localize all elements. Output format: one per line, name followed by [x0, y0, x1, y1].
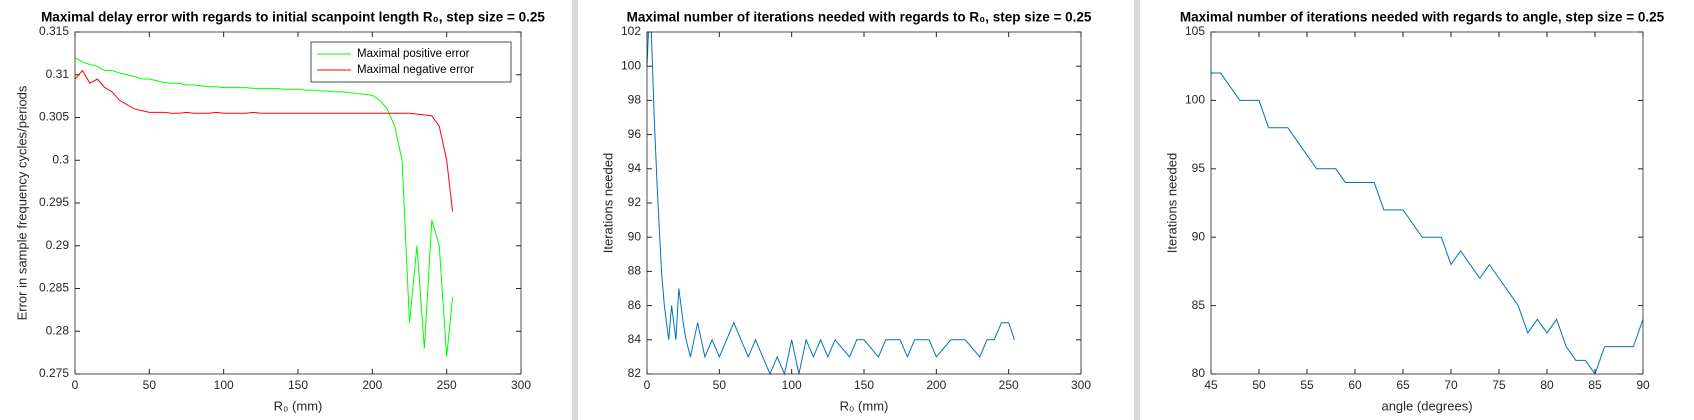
x-tick-label: 300 [511, 378, 531, 392]
x-tick-label: 200 [362, 378, 382, 392]
y-tick-label: 85 [1192, 298, 1206, 312]
axes-box [1210, 31, 1644, 375]
x-axis-label: angle (degrees) [1381, 398, 1472, 413]
x-tick-label: 65 [1396, 378, 1410, 392]
y-tick-label: 98 [628, 93, 642, 107]
x-tick-label: 60 [1348, 378, 1362, 392]
y-tick-label: 92 [628, 195, 642, 209]
x-tick-label: 250 [999, 378, 1019, 392]
data-line [74, 69, 454, 212]
x-tick-label: 100 [782, 378, 802, 392]
y-tick-label: 102 [621, 24, 641, 38]
y-axis-label: Iterations needed [600, 153, 615, 253]
data-line [74, 57, 454, 357]
x-tick-label: 150 [288, 378, 308, 392]
y-tick-label: 100 [621, 58, 641, 72]
x-tick-label: 55 [1300, 378, 1314, 392]
y-tick-label: 88 [628, 264, 642, 278]
y-tick-label: 86 [628, 298, 642, 312]
x-tick-label: 80 [1540, 378, 1554, 392]
x-tick-label: 150 [854, 378, 874, 392]
x-tick-label: 50 [713, 378, 727, 392]
y-tick-label: 82 [628, 366, 642, 380]
x-tick-label: 0 [644, 378, 651, 392]
y-tick-label: 105 [1185, 24, 1205, 38]
y-tick-label: 0.305 [39, 110, 69, 124]
y-tick-label: 90 [1192, 229, 1206, 243]
chart-title: Maximal number of iterations needed with… [1180, 10, 1665, 25]
plot-area [1211, 32, 1643, 374]
y-tick-label: 0.28 [46, 323, 70, 337]
x-tick-label: 50 [143, 378, 157, 392]
y-tick-label: 0.3 [52, 152, 69, 166]
data-line [646, 31, 1015, 376]
panel-divider [572, 0, 578, 420]
x-tick-label: 100 [214, 378, 234, 392]
x-tick-label: 90 [1636, 378, 1650, 392]
axes-box [74, 31, 522, 375]
legend-box [310, 41, 512, 83]
y-tick-label: 0.285 [39, 281, 69, 295]
chart-title: Maximal number of iterations needed with… [627, 10, 1092, 25]
y-tick-label: 100 [1185, 93, 1205, 107]
y-axis-label: Error in sample frequency cycles/periods [14, 85, 29, 320]
x-tick-label: 50 [1252, 378, 1266, 392]
x-tick-label: 45 [1204, 378, 1218, 392]
y-tick-label: 80 [1192, 366, 1206, 380]
x-axis-label: R₀ (mm) [274, 398, 323, 413]
axes-box [646, 31, 1082, 375]
legend-label: Maximal positive error [357, 48, 470, 60]
x-tick-label: 85 [1588, 378, 1602, 392]
x-tick-label: 0 [72, 378, 79, 392]
y-tick-label: 0.295 [39, 195, 69, 209]
x-tick-label: 250 [437, 378, 457, 392]
data-line [1211, 72, 1644, 376]
panel-divider [1134, 0, 1140, 420]
y-tick-label: 0.29 [46, 238, 70, 252]
chart-title: Maximal delay error with regards to init… [41, 10, 545, 25]
y-tick-label: 95 [1192, 161, 1206, 175]
y-tick-label: 90 [628, 229, 642, 243]
x-tick-label: 75 [1492, 378, 1506, 392]
y-tick-label: 0.31 [46, 67, 70, 81]
y-axis-label: Iterations needed [1164, 153, 1179, 253]
x-tick-label: 200 [926, 378, 946, 392]
y-tick-label: 0.275 [39, 366, 69, 380]
y-tick-label: 0.315 [39, 24, 69, 38]
plot-area [75, 32, 521, 374]
legend-label: Maximal negative error [357, 64, 474, 76]
y-tick-label: 84 [628, 332, 642, 346]
y-tick-label: 96 [628, 127, 642, 141]
x-axis-label: R₀ (mm) [840, 398, 889, 413]
x-tick-label: 70 [1444, 378, 1458, 392]
plot-area [647, 32, 1081, 374]
y-tick-label: 94 [628, 161, 642, 175]
x-tick-label: 300 [1071, 378, 1091, 392]
